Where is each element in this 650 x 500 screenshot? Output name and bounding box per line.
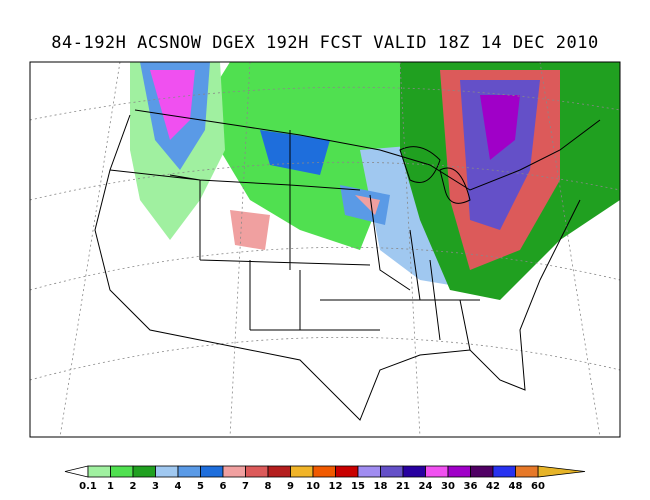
colorbar-under: [64, 465, 89, 478]
colorbar-box: [335, 465, 359, 478]
colorbar-label: 6: [220, 481, 227, 492]
colorbar-label: 21: [396, 481, 410, 492]
colorbar-label: 15: [351, 481, 365, 492]
colorbar-over: [537, 465, 586, 478]
colorbar-box: [447, 465, 471, 478]
colorbar-box: [357, 465, 381, 478]
colorbar-box: [402, 465, 426, 478]
colorbar-label: 3: [152, 481, 159, 492]
colorbar-label: 9: [287, 481, 294, 492]
colorbar-label: 36: [464, 481, 478, 492]
map: [30, 62, 620, 437]
colorbar-label: 12: [329, 481, 343, 492]
colorbar-label: 2: [130, 481, 137, 492]
colorbar: 0.1 1 2 3 4 5 6 7 8 9 10 12 15 18 21 24 30 36 42 48 60: [64, 465, 586, 492]
colorbar-label: 48: [509, 481, 523, 492]
colorbar-box: [245, 465, 269, 478]
colorbar-label: 10: [306, 481, 320, 492]
colorbar-label: 5: [197, 481, 204, 492]
colorbar-box: [470, 465, 494, 478]
colorbar-box: [222, 465, 246, 478]
colorbar-label: 1: [107, 481, 114, 492]
colorbar-label: 4: [175, 481, 182, 492]
map-title: 84-192H ACSNOW DGEX 192H FCST VALID 18Z …: [51, 33, 598, 53]
colorbar-box: [87, 465, 111, 478]
colorbar-box: [380, 465, 404, 478]
colorbar-box: [110, 465, 134, 478]
colorbar-box: [425, 465, 449, 478]
colorbar-label: 7: [242, 481, 249, 492]
colorbar-label: 18: [374, 481, 388, 492]
colorbar-box: [155, 465, 179, 478]
colorbar-label: 30: [441, 481, 455, 492]
colorbar-box: [132, 465, 156, 478]
colorbar-box: [290, 465, 314, 478]
colorbar-label: 8: [265, 481, 272, 492]
colorbar-label: 0.1: [79, 481, 97, 492]
colorbar-label: 42: [486, 481, 500, 492]
colorbar-box: [492, 465, 516, 478]
colorbar-box: [312, 465, 336, 478]
colorbar-label: 24: [419, 481, 433, 492]
colorbar-box: [267, 465, 291, 478]
colorbar-box: [200, 465, 224, 478]
map-frame: [29, 61, 621, 438]
colorbar-box: [515, 465, 539, 478]
colorbar-box: [177, 465, 201, 478]
colorbar-label: 60: [531, 481, 545, 492]
